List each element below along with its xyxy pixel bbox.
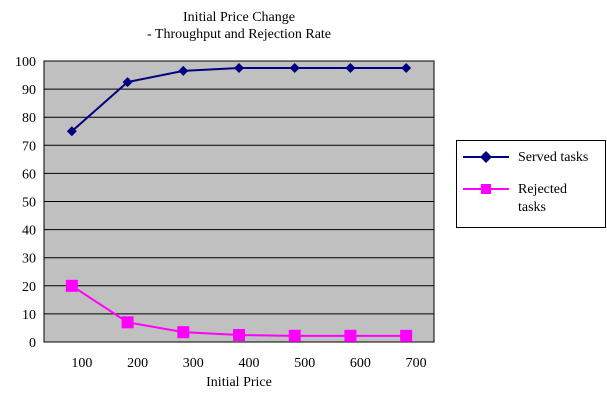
plot-border	[43, 60, 435, 343]
y-tick-label: 10	[22, 308, 36, 323]
legend-rejected-label-line1: Rejected	[518, 182, 567, 197]
y-tick-label: 80	[22, 111, 36, 126]
x-tick-label: 400	[239, 356, 260, 371]
chart-subtitle: - Throughput and Rejection Rate	[146, 27, 332, 42]
legend: Served tasks Rejected tasks	[456, 140, 606, 228]
y-tick-label: 0	[29, 336, 36, 351]
x-tick-label: 100	[71, 356, 92, 371]
rejected-marker	[121, 316, 134, 329]
served-marker	[401, 63, 412, 74]
rejected-marker	[400, 329, 413, 342]
legend-swatches	[463, 151, 509, 194]
rejected-marker	[65, 279, 78, 292]
y-tick-label: 90	[22, 83, 36, 98]
x-tick-label: 600	[350, 356, 371, 371]
x-tick-label: 200	[127, 356, 148, 371]
x-tick-label: 300	[183, 356, 204, 371]
x-tick-label: 700	[406, 356, 427, 371]
rejected-marker	[233, 328, 245, 341]
rejected-marker	[344, 329, 357, 342]
chart-title: Initial Price Change	[183, 10, 295, 25]
legend-served-label: Served tasks	[518, 150, 589, 165]
served-marker	[234, 63, 244, 74]
rejected-marker	[177, 326, 190, 339]
served-marker	[345, 63, 356, 74]
y-tick-label: 60	[22, 167, 36, 182]
legend-served-marker	[480, 151, 492, 163]
y-tick-label: 40	[22, 224, 36, 239]
x-tick-label: 500	[294, 356, 315, 371]
y-tick-label: 70	[22, 139, 36, 154]
y-tick-label: 50	[22, 196, 36, 211]
y-tick-label: 30	[22, 252, 36, 267]
served-marker	[289, 63, 300, 74]
legend-rejected-marker	[481, 184, 491, 194]
x-axis-title: Initial Price	[206, 375, 272, 390]
served-marker	[66, 126, 77, 137]
served-marker	[122, 77, 133, 88]
y-tick-label: 100	[15, 55, 36, 70]
served-marker	[178, 65, 189, 76]
rejected-marker	[288, 329, 301, 342]
y-tick-label: 20	[22, 280, 36, 295]
legend-rejected-label-line2: tasks	[518, 200, 546, 215]
